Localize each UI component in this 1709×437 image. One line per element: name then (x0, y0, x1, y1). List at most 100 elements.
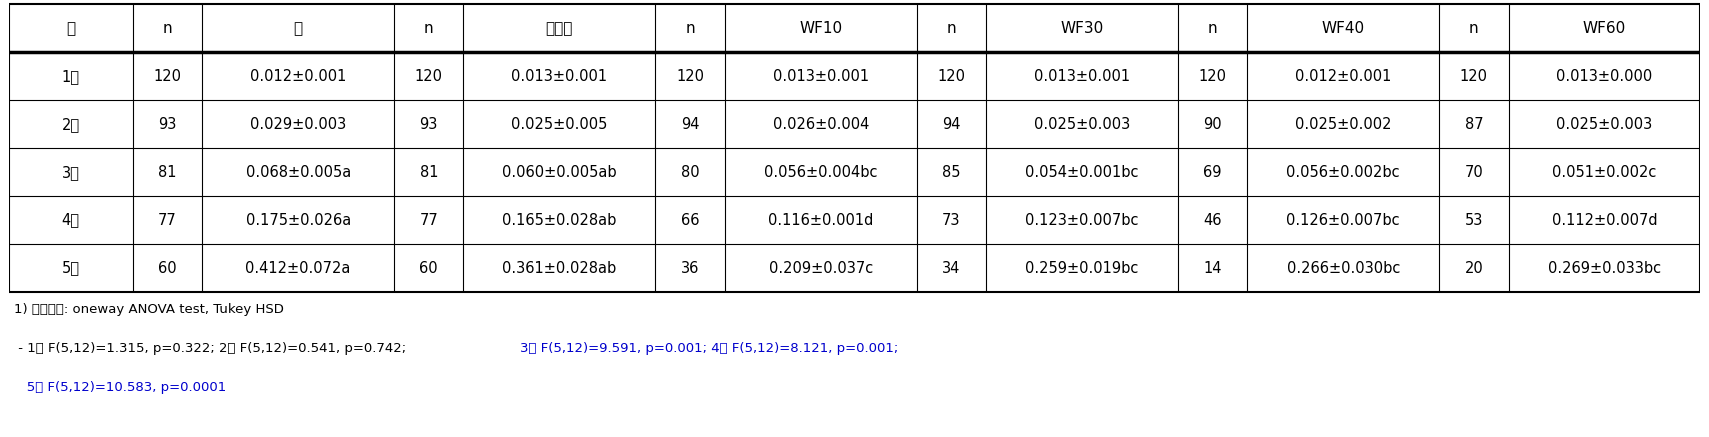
Text: 69: 69 (1203, 165, 1222, 180)
Bar (9, 196, 133, 244)
Text: n: n (947, 21, 955, 36)
Bar (655, 244, 725, 292)
Bar (1509, 52, 1700, 100)
Bar (1509, 196, 1700, 244)
Bar (655, 52, 725, 100)
Bar (395, 196, 463, 244)
Text: n: n (162, 21, 173, 36)
Bar (916, 4, 986, 52)
Text: 0.025±0.002: 0.025±0.002 (1295, 117, 1391, 132)
Text: 66: 66 (680, 213, 699, 228)
Bar (725, 4, 916, 52)
Bar (202, 196, 395, 244)
Text: 73: 73 (942, 213, 960, 228)
Text: WF10: WF10 (800, 21, 843, 36)
Text: 20: 20 (1465, 260, 1483, 276)
Text: 0.013±0.001: 0.013±0.001 (511, 69, 607, 84)
Text: 94: 94 (942, 117, 960, 132)
Text: 0.056±0.004bc: 0.056±0.004bc (764, 165, 877, 180)
Bar (986, 4, 1178, 52)
Bar (9, 148, 133, 196)
Text: 2령: 2령 (62, 117, 80, 132)
Text: 0.269±0.033bc: 0.269±0.033bc (1548, 260, 1661, 276)
Bar (655, 196, 725, 244)
Bar (655, 148, 725, 196)
Text: 0.165±0.028ab: 0.165±0.028ab (502, 213, 617, 228)
Text: 14: 14 (1203, 260, 1222, 276)
Bar (463, 148, 655, 196)
Text: 60: 60 (159, 260, 176, 276)
Bar (1509, 244, 1700, 292)
Bar (1178, 4, 1248, 52)
Text: 0.112±0.007d: 0.112±0.007d (1552, 213, 1658, 228)
Text: 0.209±0.037c: 0.209±0.037c (769, 260, 873, 276)
Text: 120: 120 (937, 69, 966, 84)
Text: 0.051±0.002c: 0.051±0.002c (1552, 165, 1656, 180)
Bar (725, 196, 916, 244)
Text: 0.013±0.001: 0.013±0.001 (772, 69, 868, 84)
Bar (133, 244, 202, 292)
Text: 0.013±0.000: 0.013±0.000 (1557, 69, 1653, 84)
Text: 0.012±0.001: 0.012±0.001 (250, 69, 347, 84)
Bar (202, 100, 395, 148)
Text: 120: 120 (1459, 69, 1489, 84)
Bar (916, 244, 986, 292)
Bar (1248, 148, 1439, 196)
Text: 0.266±0.030bc: 0.266±0.030bc (1287, 260, 1400, 276)
Bar (9, 52, 133, 100)
Bar (202, 4, 395, 52)
Text: 94: 94 (680, 117, 699, 132)
Bar (1439, 52, 1509, 100)
Bar (1439, 196, 1509, 244)
Bar (1248, 52, 1439, 100)
Bar (9, 4, 133, 52)
Bar (133, 52, 202, 100)
Bar (916, 148, 986, 196)
Bar (463, 196, 655, 244)
Bar (725, 244, 916, 292)
Bar (202, 148, 395, 196)
Text: 0.068±0.005a: 0.068±0.005a (246, 165, 350, 180)
Bar (1509, 4, 1700, 52)
Text: 1령: 1령 (62, 69, 80, 84)
Text: 77: 77 (159, 213, 176, 228)
Bar (1439, 4, 1509, 52)
Bar (9, 244, 133, 292)
Text: 1) 통계분석: oneway ANOVA test, Tukey HSD: 1) 통계분석: oneway ANOVA test, Tukey HSD (14, 303, 284, 316)
Text: - 1령 F(5,12)=1.315, p=0.322; 2령 F(5,12)=0.541, p=0.742;: - 1령 F(5,12)=1.315, p=0.322; 2령 F(5,12)=… (14, 342, 410, 355)
Text: 80: 80 (680, 165, 699, 180)
Bar (725, 52, 916, 100)
Text: 120: 120 (415, 69, 443, 84)
Text: 0.259±0.019bc: 0.259±0.019bc (1025, 260, 1138, 276)
Text: 5령 F(5,12)=10.583, p=0.0001: 5령 F(5,12)=10.583, p=0.0001 (14, 381, 226, 394)
Text: 0.025±0.003: 0.025±0.003 (1034, 117, 1130, 132)
Bar (1248, 4, 1439, 52)
Text: 4령: 4령 (62, 213, 80, 228)
Text: n: n (685, 21, 696, 36)
Text: 120: 120 (154, 69, 181, 84)
Bar (133, 4, 202, 52)
Bar (725, 148, 916, 196)
Text: 령: 령 (67, 21, 75, 36)
Text: 70: 70 (1465, 165, 1483, 180)
Bar (1509, 148, 1700, 196)
Bar (1248, 196, 1439, 244)
Bar (1509, 100, 1700, 148)
Bar (463, 100, 655, 148)
Text: 0.025±0.003: 0.025±0.003 (1557, 117, 1653, 132)
Bar (395, 148, 463, 196)
Text: 93: 93 (159, 117, 176, 132)
Bar (916, 196, 986, 244)
Text: 93: 93 (420, 117, 438, 132)
Bar (916, 100, 986, 148)
Bar (1178, 244, 1248, 292)
Text: 0.123±0.007bc: 0.123±0.007bc (1025, 213, 1138, 228)
Text: 5령: 5령 (62, 260, 80, 276)
Bar (395, 244, 463, 292)
Bar (133, 148, 202, 196)
Text: n: n (424, 21, 434, 36)
Bar (1248, 244, 1439, 292)
Text: 0.412±0.072a: 0.412±0.072a (246, 260, 350, 276)
Text: 77: 77 (419, 213, 438, 228)
Text: 0.013±0.001: 0.013±0.001 (1034, 69, 1130, 84)
